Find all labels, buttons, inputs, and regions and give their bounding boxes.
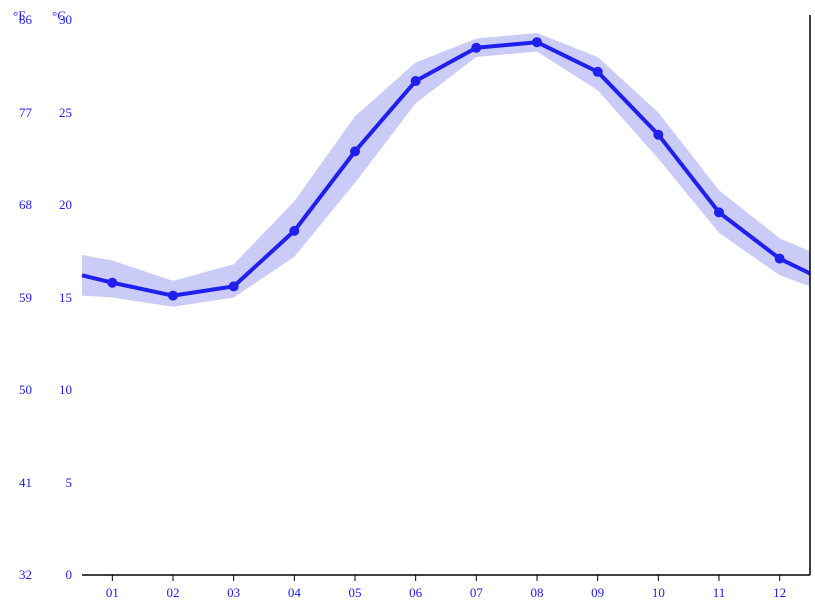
x-tick-label: 08 [531,585,544,601]
data-point [593,67,603,77]
y-tick-label-celsius: 20 [59,197,72,213]
data-point [229,281,239,291]
x-tick-label: 05 [349,585,362,601]
temperature-chart: 0102030405060708091011120510152025303241… [0,0,815,611]
y-tick-label-celsius: 10 [59,382,72,398]
data-point [532,37,542,47]
data-point [289,226,299,236]
confidence-band [82,33,810,307]
y-tick-label-celsius: 5 [66,475,73,491]
data-point [107,278,117,288]
x-tick-label: 02 [167,585,180,601]
data-point [714,207,724,217]
data-point [775,254,785,264]
data-point [653,130,663,140]
x-tick-label: 03 [227,585,240,601]
y-tick-label-fahrenheit: 32 [19,567,32,583]
x-tick-label: 09 [591,585,604,601]
y-axis-title-fahrenheit: °F [13,8,25,24]
data-point [411,76,421,86]
data-point [471,43,481,53]
data-point [168,291,178,301]
x-tick-label: 10 [652,585,665,601]
y-tick-label-fahrenheit: 59 [19,290,32,306]
x-tick-label: 04 [288,585,301,601]
x-tick-label: 12 [773,585,786,601]
y-tick-label-celsius: 0 [66,567,73,583]
x-tick-label: 07 [470,585,483,601]
y-tick-label-fahrenheit: 50 [19,382,32,398]
data-point [350,146,360,156]
y-axis-title-celsius: °C [52,8,66,24]
x-tick-label: 06 [409,585,422,601]
x-tick-label: 11 [713,585,726,601]
y-tick-label-celsius: 25 [59,105,72,121]
y-tick-label-celsius: 15 [59,290,72,306]
y-tick-label-fahrenheit: 68 [19,197,32,213]
y-tick-label-fahrenheit: 41 [19,475,32,491]
x-tick-label: 01 [106,585,119,601]
chart-svg [0,0,815,611]
y-tick-label-fahrenheit: 77 [19,105,32,121]
